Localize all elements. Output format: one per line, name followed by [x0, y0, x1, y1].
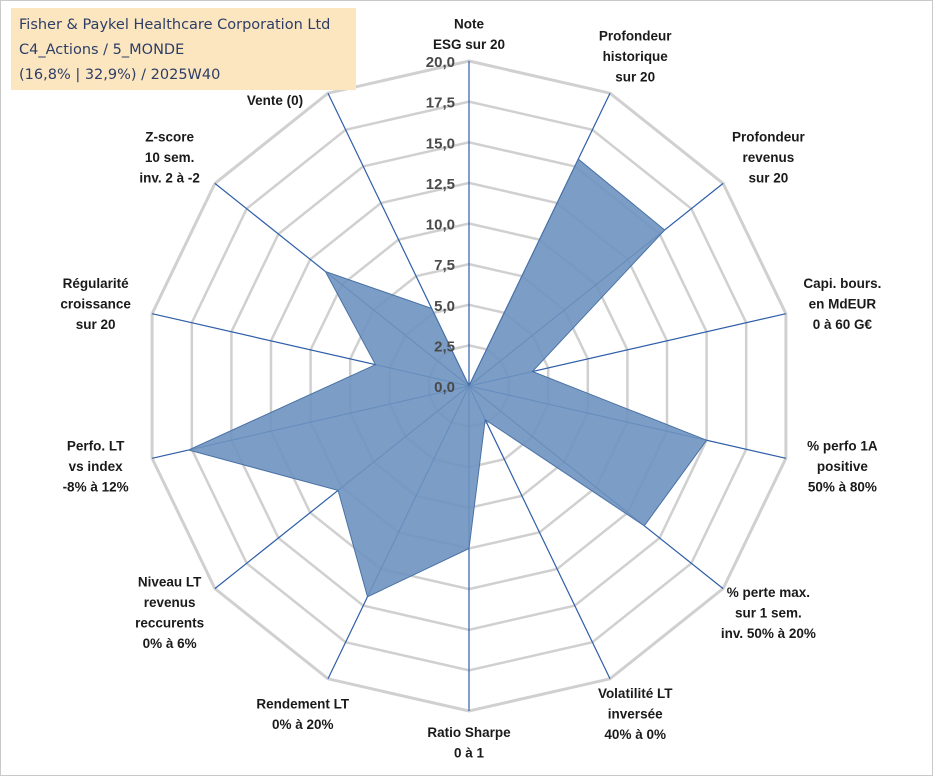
axis-label: Profondeur historique sur 20 — [599, 28, 672, 84]
tick-label: 0,0 — [434, 379, 455, 396]
data-series — [187, 158, 708, 598]
tick-label: 7,5 — [434, 257, 455, 274]
axis-label: Perfo. LT vs index -8% à 12% — [63, 439, 129, 495]
stats-label: (16,8% | 32,9%) / 2025W40 — [19, 67, 221, 83]
tick-label: 12,5 — [426, 176, 455, 193]
info-box: Fisher & Paykel Healthcare Corporation L… — [11, 8, 356, 90]
axis-label: Z-score 10 sem. inv. 2 à -2 — [139, 130, 200, 186]
axis-label: Capi. bours. en MdEUR 0 à 60 G€ — [803, 276, 881, 332]
company-name: Fisher & Paykel Healthcare Corporation L… — [19, 17, 331, 33]
axis-label: % perte max. sur 1 sem. inv. 50% à 20% — [721, 585, 816, 641]
axis-label: Rendement LT 0% à 20% — [256, 696, 350, 732]
radial-tick-labels: 0,0 2,5 5,0 7,5 10,0 12,5 15,0 17,5 20,0 — [426, 54, 455, 396]
axis-label: % perfo 1A positive 50% à 80% — [807, 439, 878, 495]
tick-label: 2,5 — [434, 338, 455, 355]
axis-label: Régularité croissance sur 20 — [60, 276, 131, 332]
axis-labels: Note ESG sur 20 Profondeur historique sur 20… — [60, 17, 881, 761]
tick-label: 10,0 — [426, 217, 455, 234]
axis-spoke — [468, 385, 611, 680]
axis-label: Note ESG sur 20 — [433, 17, 505, 53]
tick-label: 17,5 — [426, 95, 455, 112]
axis-label: Volatilité LT inversée 40% à 0% — [598, 686, 673, 742]
category-label: C4_Actions / 5_MONDE — [19, 42, 185, 58]
tick-label: 15,0 — [426, 135, 455, 152]
axis-label: Profondeur revenus sur 20 — [732, 130, 805, 186]
axis-label: Niveau LT revenus reccurents 0% à 6% — [135, 575, 204, 652]
tick-label: 5,0 — [434, 298, 455, 315]
axis-label: Ratio Sharpe 0 à 1 — [427, 725, 511, 761]
tick-label: 20,0 — [426, 54, 455, 71]
